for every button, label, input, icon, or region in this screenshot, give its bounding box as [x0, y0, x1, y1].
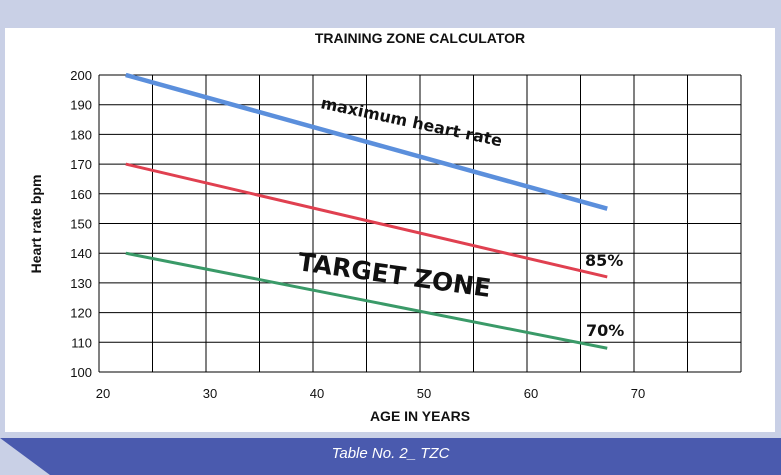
x-axis-label: AGE IN YEARS — [370, 408, 470, 424]
chart-panel — [5, 28, 775, 432]
y-tick-label: 110 — [71, 335, 92, 350]
series-label-85: 85% — [585, 251, 623, 270]
caption-bar — [0, 438, 781, 475]
y-tick-label: 160 — [70, 187, 92, 202]
x-tick-label: 30 — [203, 386, 217, 401]
chart-title: TRAINING ZONE CALCULATOR — [315, 30, 525, 46]
y-tick-label: 140 — [70, 246, 92, 261]
y-tick-label: 120 — [70, 306, 92, 321]
y-tick-labels: 100 110 120 130 140 150 160 170 180 190 200 — [70, 68, 92, 380]
x-tick-label: 60 — [524, 386, 538, 401]
x-tick-label: 50 — [417, 386, 431, 401]
y-tick-label: 170 — [70, 157, 92, 172]
series-lines — [125, 72, 608, 350]
y-tick-label: 130 — [70, 276, 92, 291]
series-line — [125, 162, 608, 279]
y-tick-label: 190 — [70, 98, 92, 113]
y-tick-label: 180 — [70, 127, 92, 142]
series-line — [125, 251, 608, 350]
y-axis-label: Heart rate bpm — [28, 175, 44, 274]
table-caption: Table No. 2_ TZC — [331, 445, 450, 462]
grid — [98, 74, 742, 373]
x-tick-label: 70 — [631, 386, 645, 401]
y-tick-label: 150 — [70, 217, 92, 232]
y-tick-label: 200 — [70, 68, 92, 83]
y-tick-label: 100 — [70, 365, 92, 380]
x-tick-label: 20 — [96, 386, 110, 401]
x-tick-label: 40 — [310, 386, 324, 401]
series-line — [125, 72, 608, 211]
x-tick-labels: 20 30 40 50 60 70 — [96, 386, 645, 401]
series-label-70: 70% — [586, 321, 624, 340]
